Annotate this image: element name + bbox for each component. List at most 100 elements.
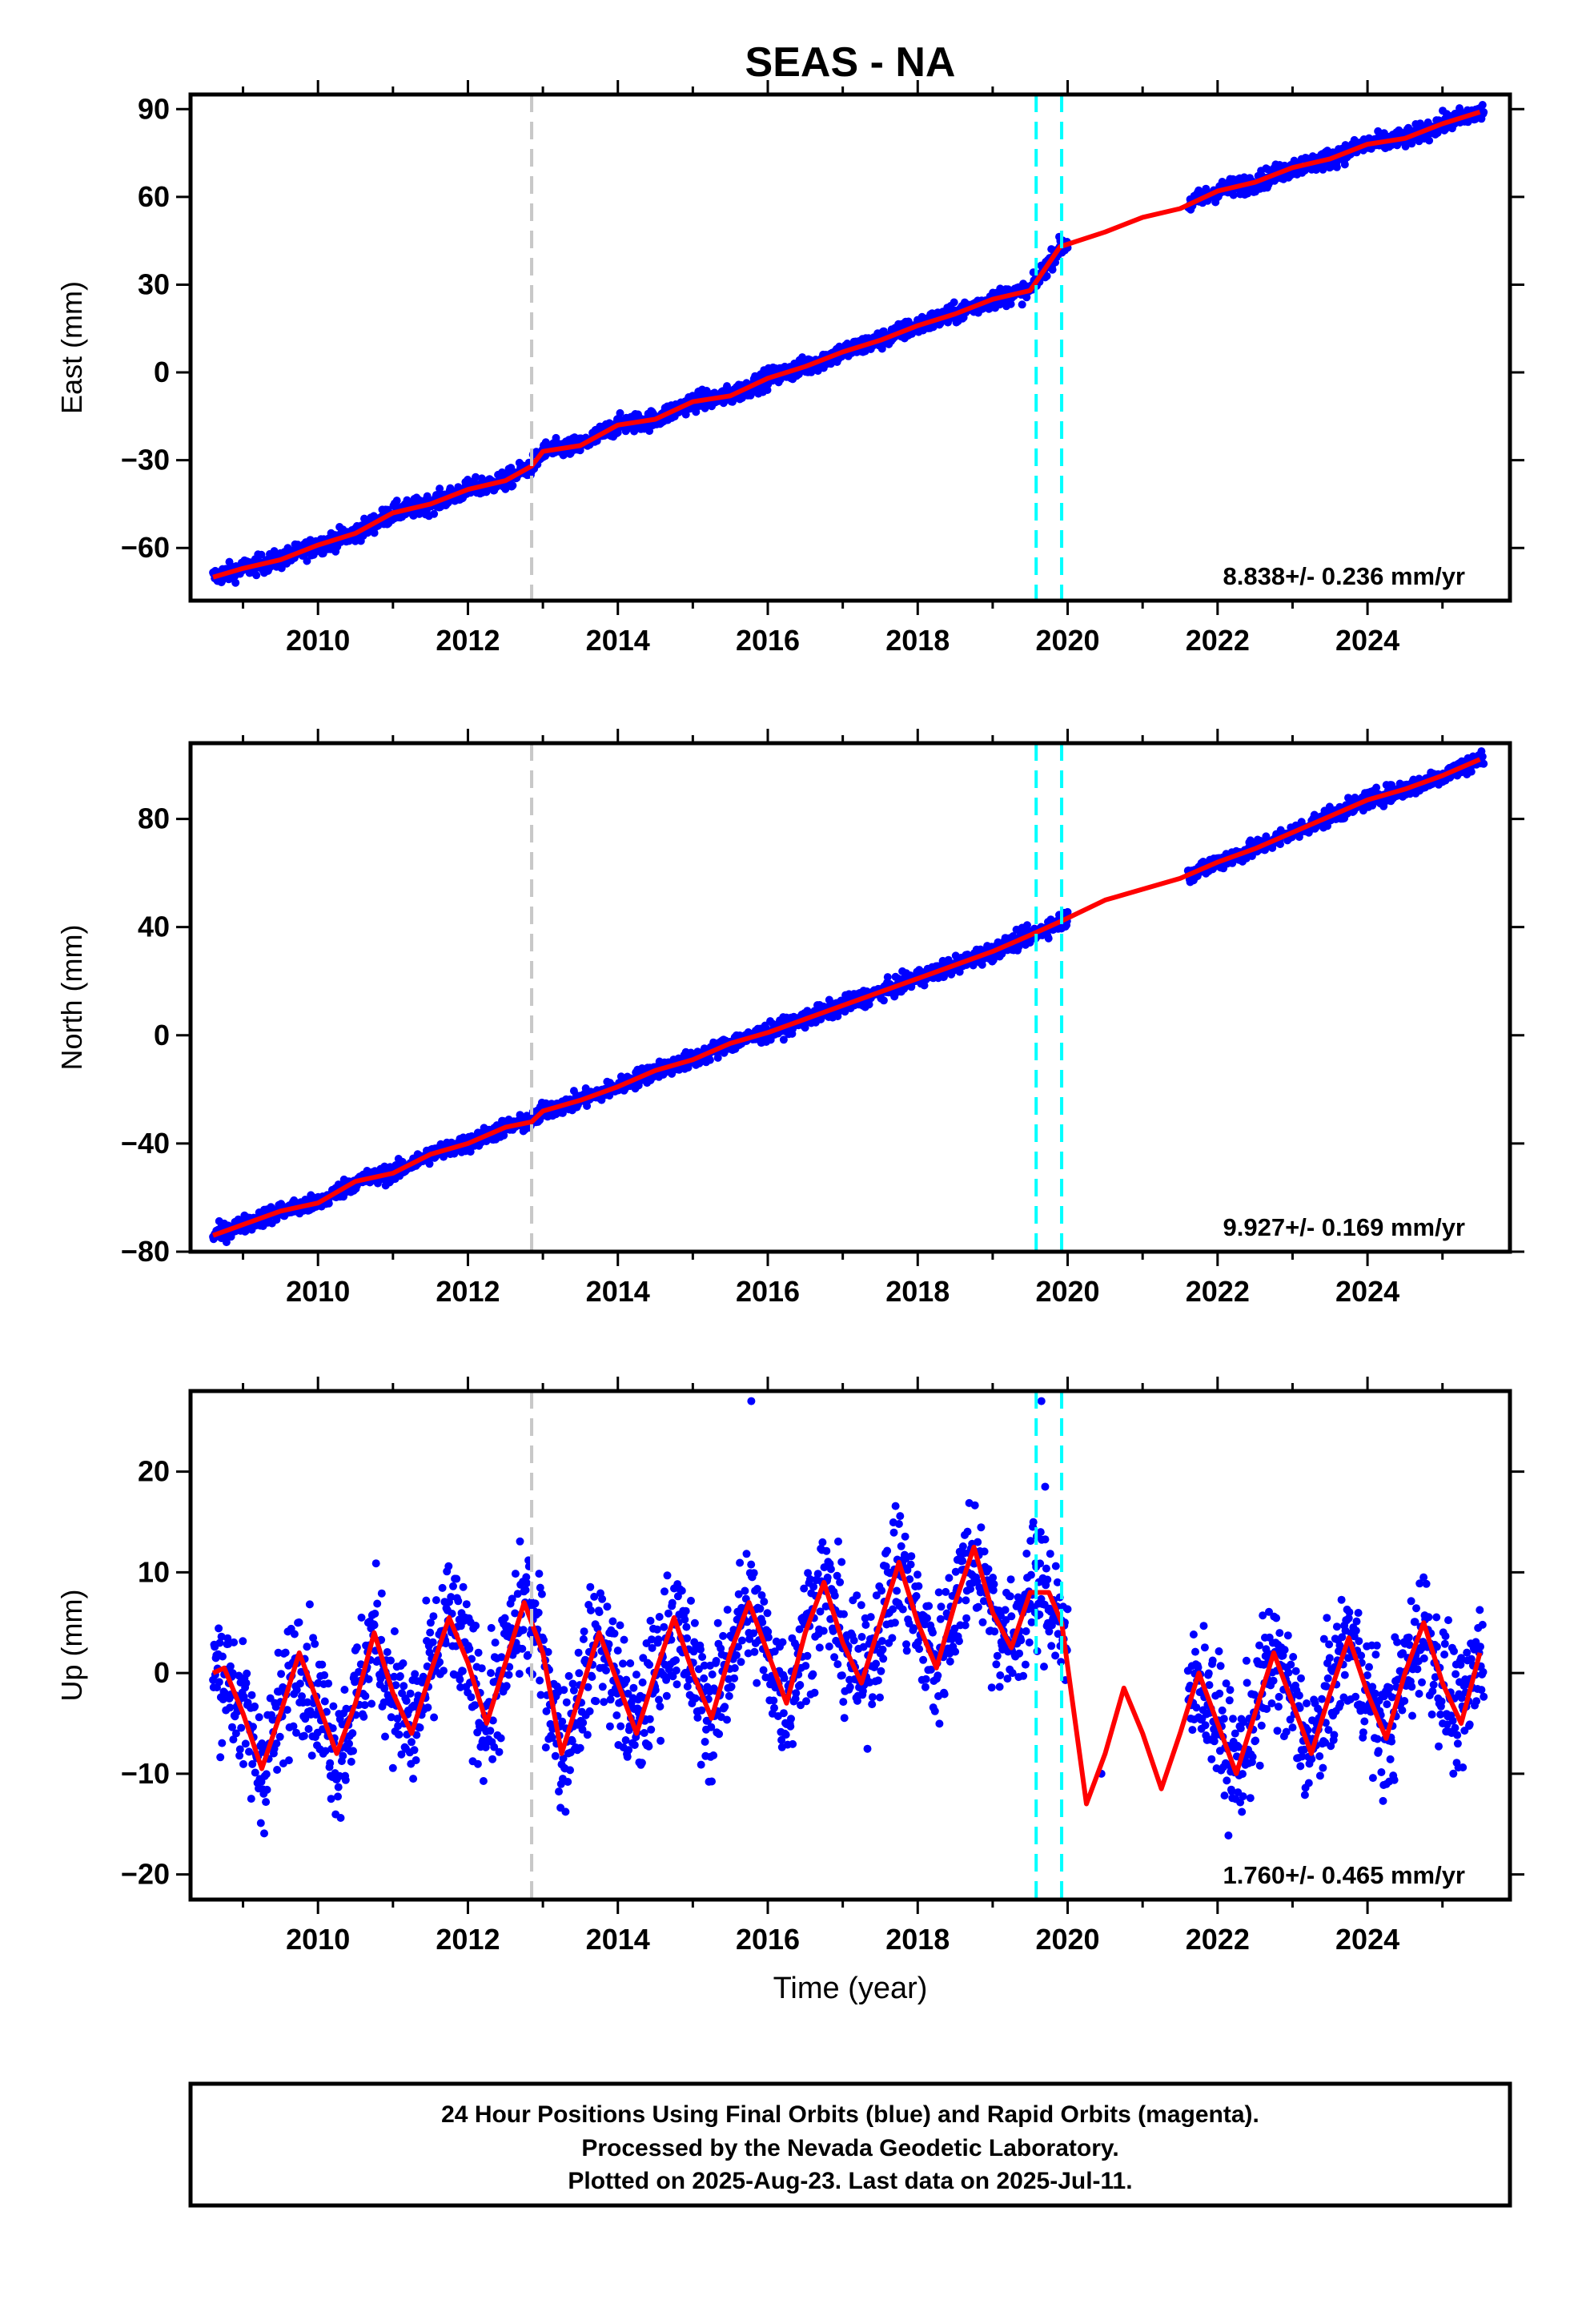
observation-point	[320, 1697, 329, 1706]
observation-point	[585, 1707, 594, 1715]
observation-point	[487, 1669, 495, 1678]
observation-point	[536, 1691, 545, 1699]
observation-point	[444, 1562, 453, 1570]
x-tick-label: 2018	[885, 624, 950, 657]
observation-point	[423, 492, 432, 501]
observation-point	[505, 1663, 514, 1671]
observation-point	[537, 1590, 546, 1598]
observation-point	[412, 1731, 421, 1739]
observation-point	[616, 408, 624, 417]
x-tick-label: 2012	[436, 1275, 500, 1308]
observation-point	[1480, 759, 1488, 768]
y-tick-label: 0	[154, 1019, 170, 1051]
observation-point	[326, 1759, 335, 1767]
observation-point	[359, 1712, 368, 1721]
y-axis-label: East (mm)	[55, 281, 88, 414]
observation-point	[491, 1638, 500, 1647]
observation-point	[865, 1000, 873, 1009]
observation-point	[387, 1656, 395, 1665]
observation-point	[490, 1743, 499, 1751]
observation-point	[583, 1102, 592, 1110]
plot-frame	[188, 92, 1512, 603]
observation-point	[579, 1719, 588, 1727]
observation-point	[239, 1637, 247, 1646]
observation-point	[249, 1723, 257, 1731]
observation-point	[247, 1691, 256, 1699]
observation-point	[454, 1597, 463, 1606]
observation-point	[292, 1728, 300, 1737]
observation-point	[879, 996, 888, 1005]
observation-point	[228, 1723, 236, 1731]
chart-title: SEAS - NA	[745, 39, 956, 86]
observation-point	[568, 1737, 576, 1746]
x-tick-label: 2020	[1035, 624, 1099, 657]
observation-point	[305, 1600, 314, 1609]
observation-point	[237, 1723, 246, 1732]
observation-point	[283, 1706, 291, 1715]
observation-point	[218, 1739, 227, 1747]
observation-point	[349, 1747, 357, 1755]
observation-point	[430, 509, 439, 518]
observation-point	[619, 1659, 627, 1668]
observation-point	[488, 1716, 497, 1725]
x-tick-label: 2014	[586, 624, 650, 657]
observation-point	[495, 1747, 504, 1756]
observation-point	[380, 1684, 389, 1693]
observation-point	[371, 1610, 379, 1618]
observation-point	[226, 1703, 235, 1712]
observation-point	[367, 1699, 376, 1708]
y-tick-label: 30	[138, 267, 170, 300]
observation-point	[216, 1753, 225, 1762]
observation-point	[393, 1715, 402, 1723]
observation-point	[558, 1717, 567, 1726]
observation-point	[458, 1667, 467, 1675]
observation-point	[239, 1759, 247, 1768]
x-tick-label: 2010	[286, 624, 350, 657]
observation-point	[569, 1686, 578, 1695]
observation-point	[373, 1599, 382, 1608]
observation-point	[260, 1829, 268, 1838]
observation-point	[1026, 939, 1034, 947]
observation-point	[472, 1622, 480, 1630]
observation-point	[576, 1743, 584, 1752]
observation-point	[334, 1783, 343, 1791]
observation-point	[519, 1626, 528, 1634]
observation-point	[515, 1670, 524, 1679]
observation-point	[603, 1602, 612, 1611]
observation-point	[513, 1590, 522, 1598]
observation-point	[606, 1695, 615, 1704]
observation-point	[883, 973, 892, 982]
observation-point	[629, 1683, 638, 1692]
observation-point	[235, 1745, 244, 1754]
observation-point	[1042, 271, 1051, 280]
observation-point	[583, 1731, 592, 1739]
observation-point	[328, 1724, 337, 1733]
observation-point	[1044, 934, 1053, 943]
observation-point	[705, 1055, 714, 1064]
observation-point	[371, 1559, 380, 1568]
observation-point	[309, 1634, 318, 1642]
y-tick-label: −80	[121, 1235, 170, 1268]
observation-point	[361, 1691, 370, 1700]
observation-point	[521, 1586, 530, 1594]
y-axis-label: North (mm)	[55, 925, 88, 1071]
observation-point	[262, 1798, 271, 1807]
observation-point	[215, 1624, 223, 1633]
observation-point	[299, 1731, 308, 1740]
observation-point	[598, 1683, 607, 1691]
observation-point	[428, 1638, 437, 1647]
observation-point	[248, 1759, 257, 1768]
observation-point	[395, 1731, 404, 1739]
observation-point	[284, 1756, 293, 1765]
observation-point	[452, 1574, 461, 1583]
observation-point	[347, 1757, 355, 1766]
x-tick-label: 2012	[436, 624, 500, 657]
observation-point	[242, 1679, 251, 1687]
observation-point	[624, 1746, 633, 1755]
observation-point	[217, 1632, 226, 1641]
observation-point	[500, 1614, 509, 1622]
x-tick-label: 2020	[1035, 1275, 1099, 1308]
observation-point	[215, 1678, 223, 1687]
y-tick-label: 0	[154, 356, 170, 388]
